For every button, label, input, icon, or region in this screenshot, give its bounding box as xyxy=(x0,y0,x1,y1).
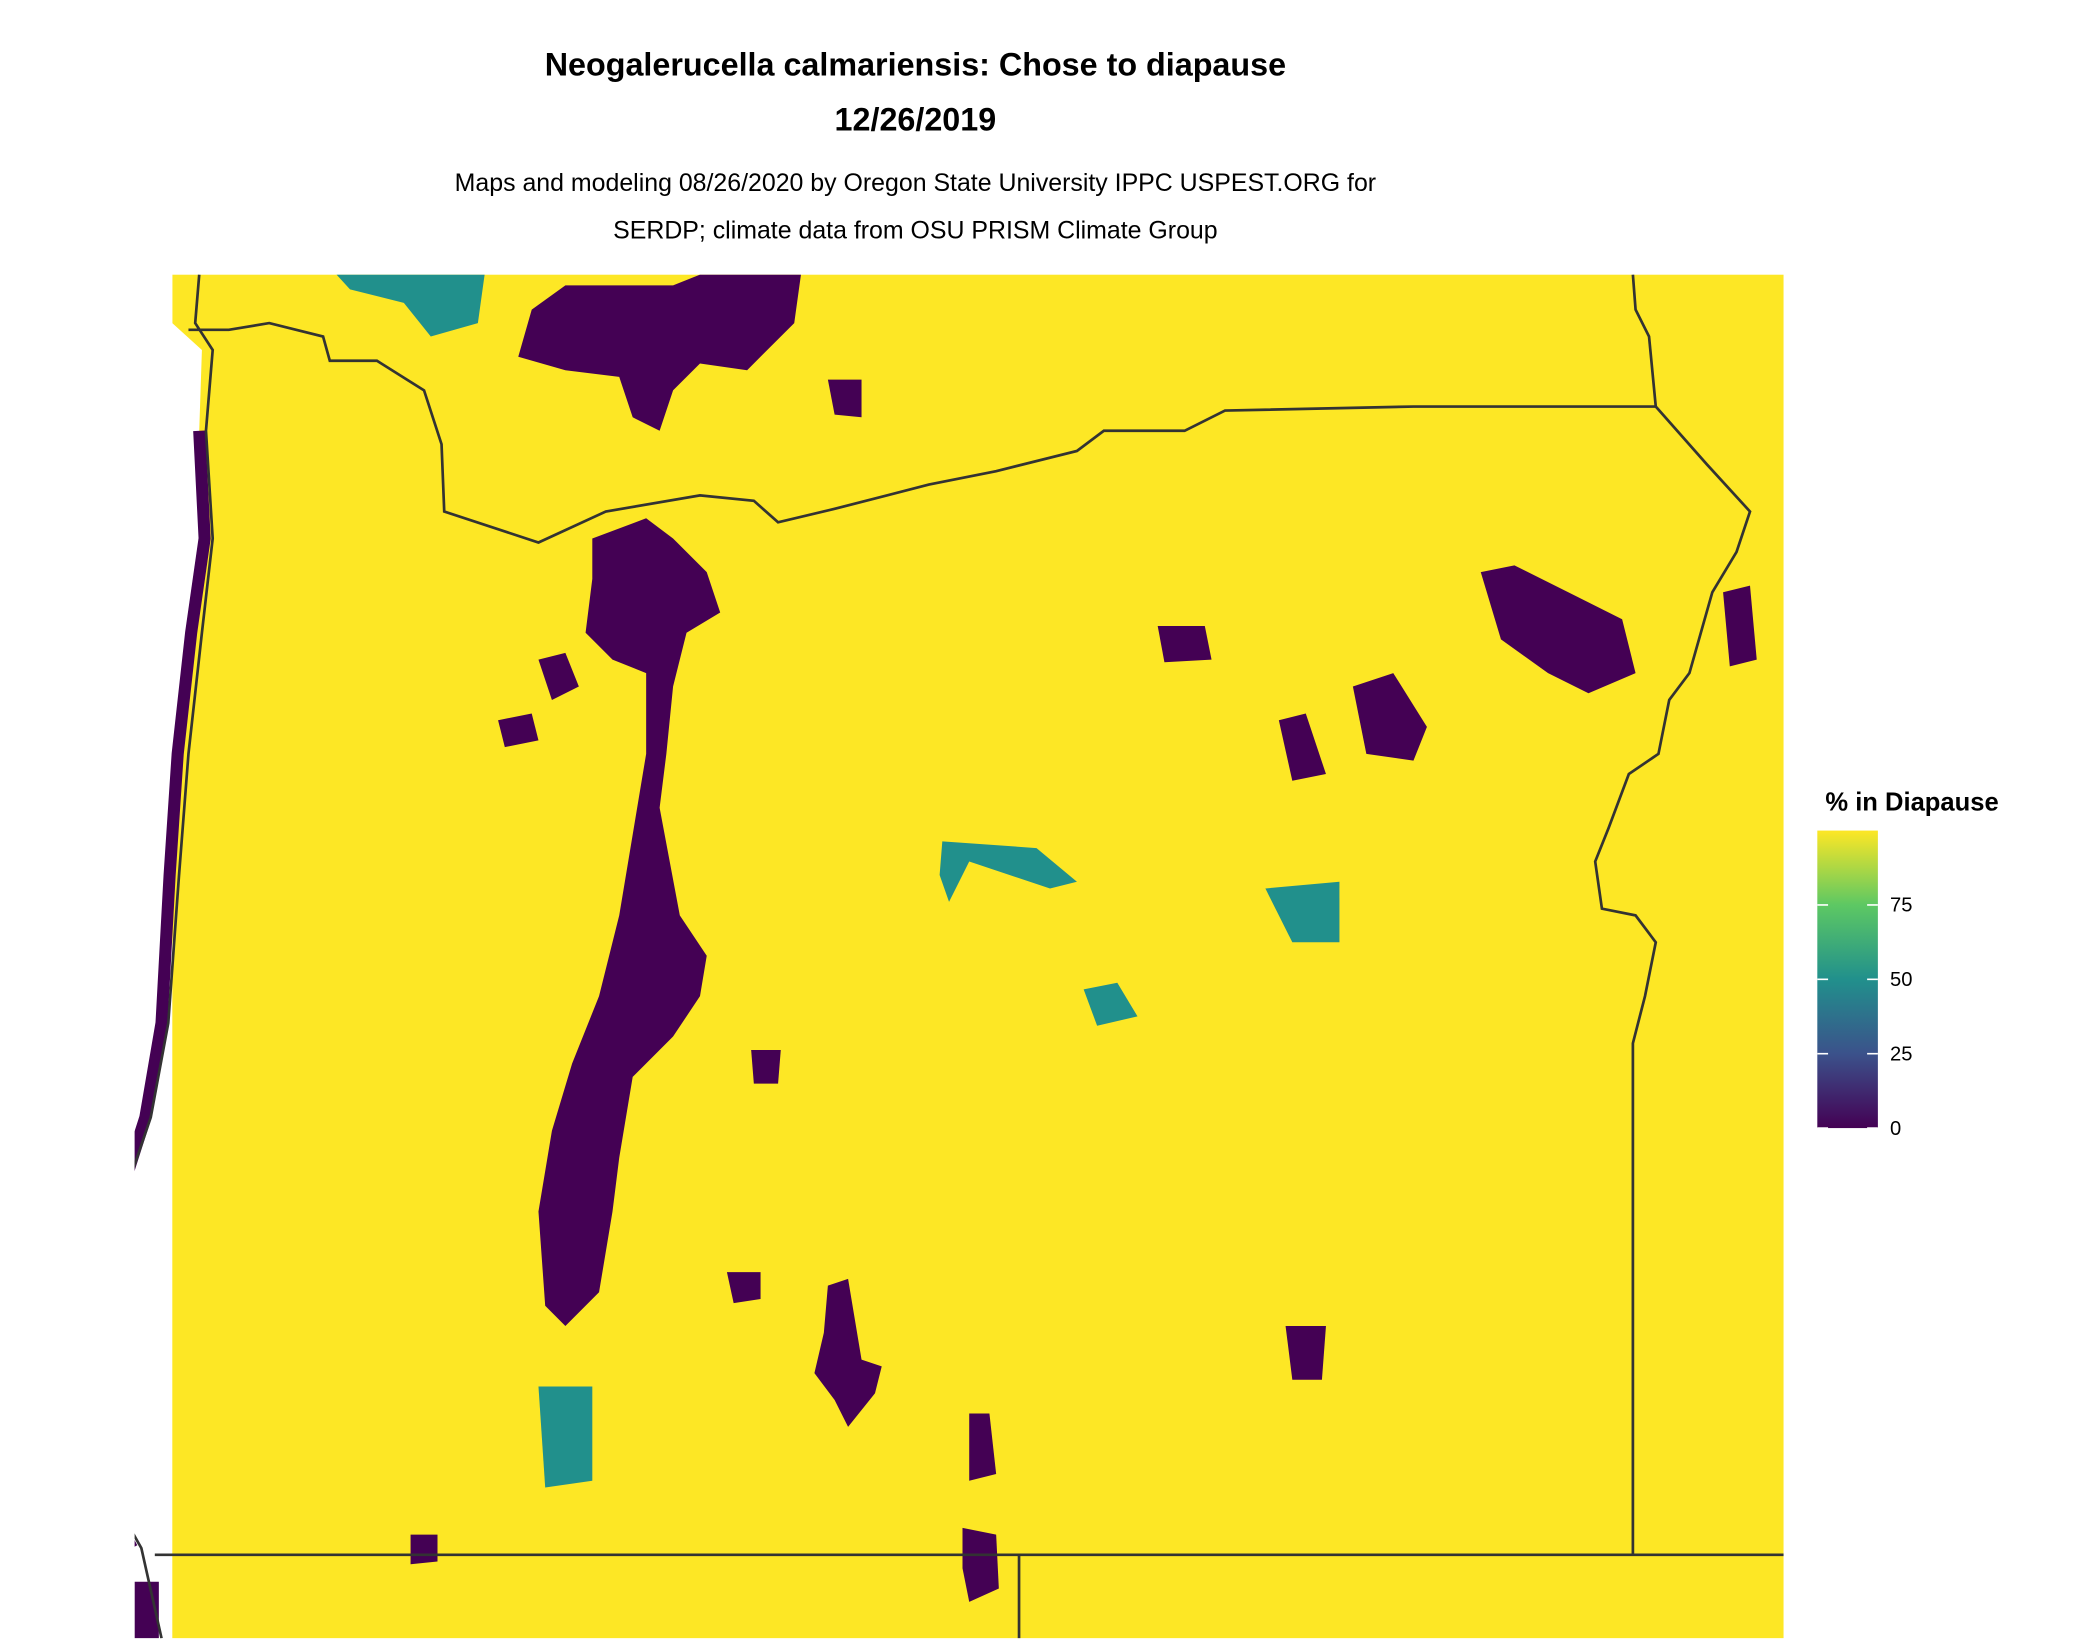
map-subtitle-line1: Maps and modeling 08/26/2020 by Oregon S… xyxy=(455,169,1376,197)
idaho-oregon-border xyxy=(1593,274,1752,1555)
coastline xyxy=(134,274,215,1639)
low-diapause-area xyxy=(1480,565,1636,694)
mid-diapause-area xyxy=(1265,881,1340,943)
raster-background xyxy=(172,274,1784,1639)
low-diapause-area xyxy=(726,1272,761,1304)
low-diapause-area xyxy=(498,713,539,748)
mid-diapause-area xyxy=(939,841,1077,902)
legend-tick-label: 75 xyxy=(1890,895,1912,917)
low-diapause-area xyxy=(1352,673,1427,761)
map-subtitle-line2: SERDP; climate data from OSU PRISM Clima… xyxy=(613,216,1217,244)
low-diapause-area xyxy=(1285,1325,1326,1380)
low-diapause-area xyxy=(962,1527,999,1602)
low-diapause-area xyxy=(538,652,579,700)
mid-diapause-area xyxy=(336,274,485,337)
legend-title: % in Diapause xyxy=(1825,788,1998,816)
low-diapause-area xyxy=(751,1050,781,1084)
low-diapause-area xyxy=(969,1413,997,1481)
map-title: Neogalerucella calmariensis: Chose to di… xyxy=(545,46,1286,82)
low-diapause-area xyxy=(410,1534,438,1565)
coastal-low-diapause-fringe xyxy=(134,430,211,1547)
mid-diapause-area xyxy=(538,1386,593,1488)
legend-tick-label: 50 xyxy=(1890,969,1912,991)
low-diapause-area xyxy=(1157,625,1212,663)
low-diapause-area xyxy=(814,1278,882,1427)
map-date: 12/26/2019 xyxy=(835,102,997,138)
low-diapause-area xyxy=(538,518,721,1326)
ocean-area xyxy=(134,274,202,1639)
legend-tick-label: 0 xyxy=(1890,1118,1901,1140)
low-diapause-area xyxy=(827,379,862,418)
low-diapause-area xyxy=(1278,713,1326,781)
low-diapause-area xyxy=(518,274,801,431)
raster-map xyxy=(134,274,1784,1639)
legend-tick-label: 25 xyxy=(1890,1043,1912,1065)
washington-oregon-border xyxy=(188,321,1656,544)
low-diapause-area xyxy=(1723,585,1757,667)
mid-diapause-area xyxy=(1083,982,1138,1026)
